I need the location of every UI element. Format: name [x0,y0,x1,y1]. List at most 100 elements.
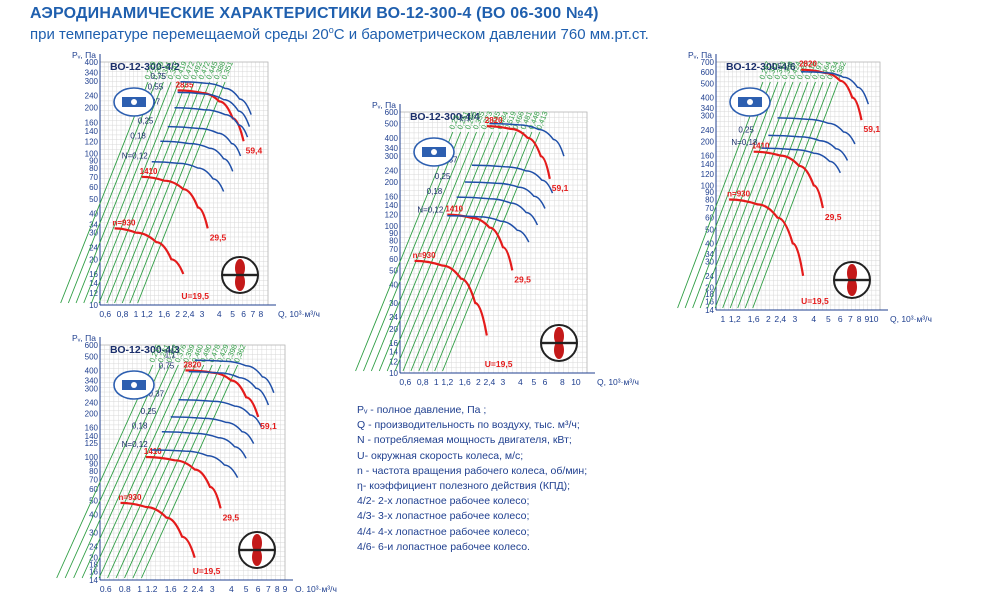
legend-item: n - частота вращения рабочего колеса, об… [357,464,588,477]
legend-item: 4/2- 2-х лопастное рабочее колесо; [357,495,530,508]
efficiency-line [410,131,509,372]
x-tick-label: 0,6 [399,377,411,387]
speed-annotation: U=19,5 [193,566,221,576]
y-tick-label: 500 [85,352,99,361]
rpm-label: n=930 [727,190,750,199]
y-tick-label: 80 [705,196,714,205]
y-tick-label: 60 [89,485,98,494]
y-tick-label: 14 [705,306,714,315]
y-tick-label: 500 [701,79,715,88]
y-tick-label: 34 [89,220,98,229]
x-tick-label: 9 [283,584,288,592]
y-tick-label: 100 [85,453,99,462]
y-tick-label: 80 [89,467,98,476]
y-tick-label: 90 [89,460,98,469]
speed-annotation: 29,5 [825,212,842,222]
power-label: 0,25 [138,117,154,126]
y-tick-label: 90 [389,229,398,238]
impeller-blade-icon [847,278,857,296]
power-curve [777,117,856,145]
legend-item: Q - производительность по воздуху, тыс. … [357,419,580,432]
power-curve [194,359,275,393]
y-tick-label: 700 [701,58,715,67]
efficiency-line [370,131,470,372]
fan-logo-hub [431,149,437,155]
power-curve [188,370,270,406]
y-axis-label: Pᵥ, Па [372,100,396,110]
rpm-curve [141,175,209,229]
rpm-label: 2820 [799,60,817,69]
x-tick-label: 1,6 [158,309,170,319]
y-tick-label: 34 [705,250,714,259]
y-tick-label: 20 [705,283,714,292]
x-axis-label: Q, 10³·м³/ч [597,377,639,387]
x-tick-label: 5 [826,314,831,324]
power-label: 0,55 [148,82,164,91]
impeller-blade-icon [847,264,857,282]
power-curve [174,106,249,138]
subtitle-part-a: при температуре перемещаемой среды 20 [30,26,329,43]
efficiency-line [699,81,786,309]
legend-item: N - потребляемая мощность двигателя, кВт… [357,434,572,447]
subtitle-degree: o [328,25,334,35]
x-tick-label: 4 [811,314,816,324]
x-tick-label: 2,4 [192,584,204,592]
x-tick-label: 6 [256,584,261,592]
y-tick-label: 400 [85,366,99,375]
rpm-label: n=930 [413,251,436,260]
efficiency-line [67,81,157,304]
y-tick-label: 160 [85,424,99,433]
efficiency-line [434,131,533,372]
y-tick-label: 300 [85,384,99,393]
rpm-curve [114,227,185,275]
rpm-curve [729,198,805,276]
y-tick-label: 200 [385,178,399,187]
x-tick-label: 1 [137,584,142,592]
legend: Pᵥ - полное давление, Па ; Q - производи… [357,403,587,555]
x-tick-label: 6 [838,314,843,324]
efficiency-line [752,81,839,309]
y-tick-label: 14 [89,279,98,288]
x-tick-label: 3 [793,314,798,324]
x-tick-label: 4 [518,377,523,387]
y-tick-label: 300 [85,77,99,86]
impeller-blade-icon [252,548,262,566]
x-axis-label: Q, 10³·м³/ч [890,314,932,324]
x-tick-label: 0,6 [100,584,112,592]
y-tick-label: 120 [701,170,715,179]
x-tick-label: 1 [721,314,726,324]
y-tick-label: 12 [89,289,98,298]
x-tick-label: 4 [229,584,234,592]
y-tick-label: 600 [701,68,715,77]
chart-title: ВО-12-300-4/4 [410,111,480,123]
y-tick-label: 12 [389,357,398,366]
y-tick-label: 600 [85,341,99,350]
x-tick-label: 6 [543,377,548,387]
y-tick-label: 100 [701,181,715,190]
y-tick-label: 125 [85,439,99,448]
power-label: N=0,18 [731,138,758,147]
y-tick-label: 400 [701,93,715,102]
y-axis-label: Pᵥ, Па [688,50,712,60]
efficiency-line [81,364,179,579]
y-tick-label: 50 [89,496,98,505]
x-tick-label: 8 [275,584,280,592]
speed-annotation: 59,4 [246,145,263,155]
y-tick-label: 160 [701,152,715,161]
y-tick-label: 16 [389,339,398,348]
efficiency-line [707,81,794,309]
chart-title: ВО-12-300-4/6 [726,61,796,73]
power-curve [464,181,546,209]
power-curve [170,416,255,444]
x-tick-label: 7 [848,314,853,324]
y-tick-label: 400 [385,134,399,143]
speed-annotation: U=19,5 [801,296,829,306]
power-curve [768,134,849,161]
speed-annotation: 29,5 [514,274,531,284]
x-tick-label: 5 [230,309,235,319]
efficiency-line [75,81,164,304]
power-label: 0,75 [151,72,167,81]
efficiency-line [363,131,462,372]
power-label: 1,1 [459,114,471,123]
